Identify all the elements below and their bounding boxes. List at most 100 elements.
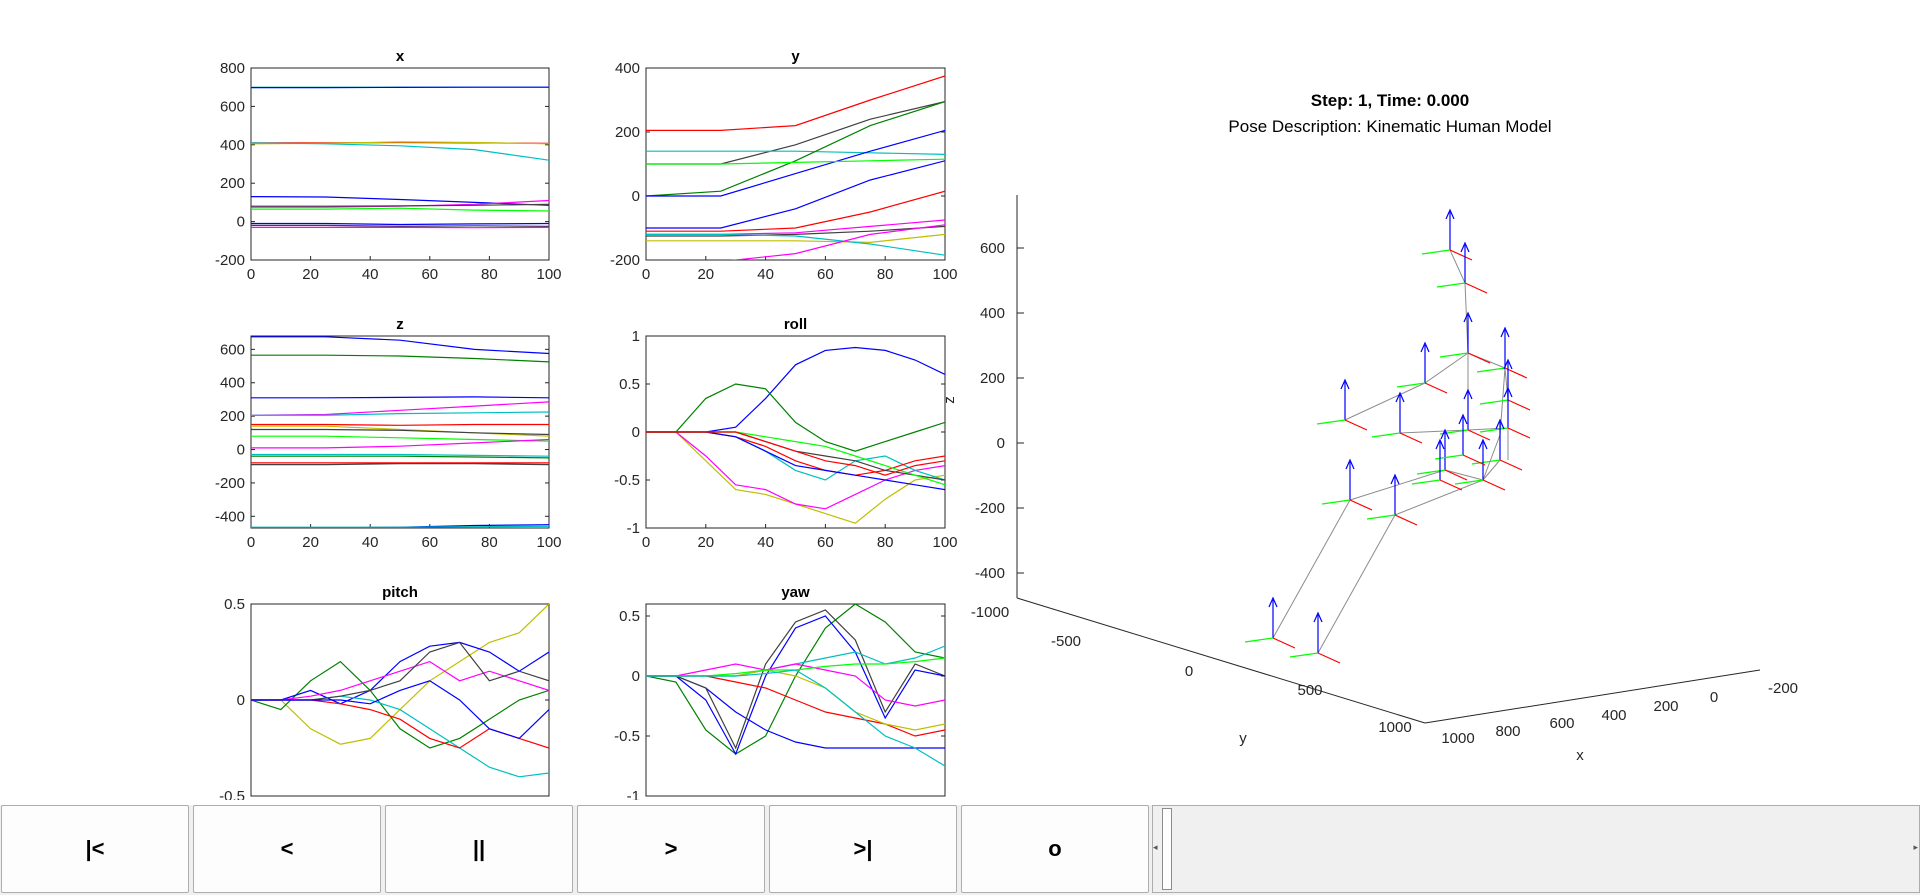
y-tick-label: 0 [632, 668, 640, 685]
joint-frame [1476, 326, 1528, 379]
x-tick-label: 40 [757, 266, 774, 283]
x-tick-label: 40 [362, 266, 379, 283]
y-tick-label: 200 [220, 175, 245, 192]
skeleton-link [1482, 459, 1501, 481]
plot-title: x [396, 48, 405, 65]
y-tick-label: 1000 [1378, 719, 1411, 736]
x-tick-label: 800 [1495, 723, 1520, 740]
joint-y-arrow [1434, 454, 1464, 460]
x-tick-label: 40 [757, 534, 774, 551]
joint-x-arrow [1499, 459, 1523, 471]
x-tick-label: 100 [932, 534, 957, 551]
x-tick-label: 80 [877, 534, 894, 551]
y-tick-label: 400 [220, 137, 245, 154]
series-line [251, 224, 549, 228]
series-line [646, 225, 945, 237]
series-line [251, 428, 549, 436]
x-tick-label: 0 [642, 534, 650, 551]
joint-x-arrow [1449, 249, 1473, 261]
joint-frame [1471, 418, 1523, 471]
series-line [646, 233, 945, 256]
joint-x-arrow [1424, 382, 1448, 394]
series-line [646, 663, 945, 707]
x-tick-label: 100 [932, 266, 957, 283]
joint-frame [1436, 241, 1488, 294]
arrow-up-icon [1458, 413, 1468, 425]
time-slider[interactable]: ◂ ▸ [1152, 805, 1920, 893]
previous-step-button[interactable]: < [193, 805, 381, 893]
series-line [646, 160, 945, 229]
joint-x-arrow [1467, 429, 1491, 441]
slider-thumb[interactable] [1162, 808, 1172, 890]
z-tick-label: -200 [975, 500, 1005, 517]
arrow-up-icon [1503, 358, 1513, 370]
plot-yaw: yaw 0.5 0 -0.5 -1 [614, 584, 946, 800]
skeleton-link [1449, 249, 1466, 284]
skeleton-link [1482, 434, 1501, 481]
arrow-up-icon [1500, 326, 1510, 338]
joint-y-arrow [1321, 499, 1351, 505]
joint-x-arrow [1507, 399, 1531, 411]
x-tick-label: 20 [302, 534, 319, 551]
joint-y-arrow [1411, 479, 1441, 485]
joint-frame [1454, 438, 1506, 491]
pause-button[interactable]: || [385, 805, 573, 893]
first-step-button[interactable]: |< [1, 805, 189, 893]
y-tick-label: 200 [220, 408, 245, 425]
y-tick-label: -1 [627, 788, 640, 800]
joint-y-arrow [1476, 367, 1506, 373]
y-tick-label: 0 [632, 188, 640, 205]
y-tick-label: 0 [1185, 663, 1193, 680]
joint-x-arrow [1467, 352, 1491, 364]
arrow-up-icon [1463, 311, 1473, 323]
skeleton-link [1344, 382, 1426, 421]
series-line [646, 431, 945, 476]
skeleton-link [1444, 469, 1484, 481]
arrow-up-icon [1268, 596, 1278, 608]
arrow-up-icon [1390, 473, 1400, 485]
joint-x-arrow [1394, 514, 1418, 526]
x-tick-label: 100 [536, 534, 561, 551]
slider-left-arrow-icon[interactable]: ◂ [1153, 842, 1158, 852]
series-line [646, 129, 945, 197]
joint-y-arrow [1289, 652, 1319, 658]
plot-title: yaw [781, 584, 810, 601]
series-line [646, 190, 945, 232]
joint-x-arrow [1349, 499, 1373, 511]
series-line [730, 224, 945, 260]
x-tick-label: 20 [302, 266, 319, 283]
joint-x-arrow [1507, 427, 1531, 439]
joint-y-arrow [1471, 459, 1501, 465]
slider-right-arrow-icon[interactable]: ▸ [1913, 842, 1918, 852]
series-line [251, 641, 549, 705]
joint-x-arrow [1344, 419, 1368, 431]
z-tick-label: -400 [975, 565, 1005, 582]
series-line [251, 438, 549, 449]
x-tick-label: 200 [1653, 698, 1678, 715]
series-line [251, 207, 549, 212]
arrow-up-icon [1435, 438, 1445, 450]
joint-x-arrow [1317, 652, 1341, 664]
reset-button[interactable]: o [961, 805, 1149, 893]
y-tick-label: -200 [215, 475, 245, 492]
x-tick-label: 0 [1710, 689, 1718, 706]
joint-x-arrow [1482, 479, 1506, 491]
skeleton-link [1394, 479, 1484, 516]
joint-frame [1396, 341, 1448, 394]
series-line [646, 101, 945, 197]
y-tick-label: 200 [615, 124, 640, 141]
z-tick-label: 200 [980, 370, 1005, 387]
z-tick-label: 0 [997, 435, 1005, 452]
series-line [251, 453, 549, 457]
kinematic-3d-view: 600 400 200 0 -200 -400 z -1000 -500 0 500 1000 y 100… [941, 195, 1798, 764]
joint-frame [1479, 386, 1531, 439]
joint-y-arrow [1396, 382, 1426, 388]
arrow-up-icon [1503, 386, 1513, 398]
joint-frame [1321, 458, 1373, 511]
last-step-button[interactable]: >| [769, 805, 957, 893]
y-tick-label: -0.5 [614, 472, 640, 489]
next-step-button[interactable]: > [577, 805, 765, 893]
plot-axes-box [250, 67, 550, 261]
series-line [251, 354, 549, 363]
